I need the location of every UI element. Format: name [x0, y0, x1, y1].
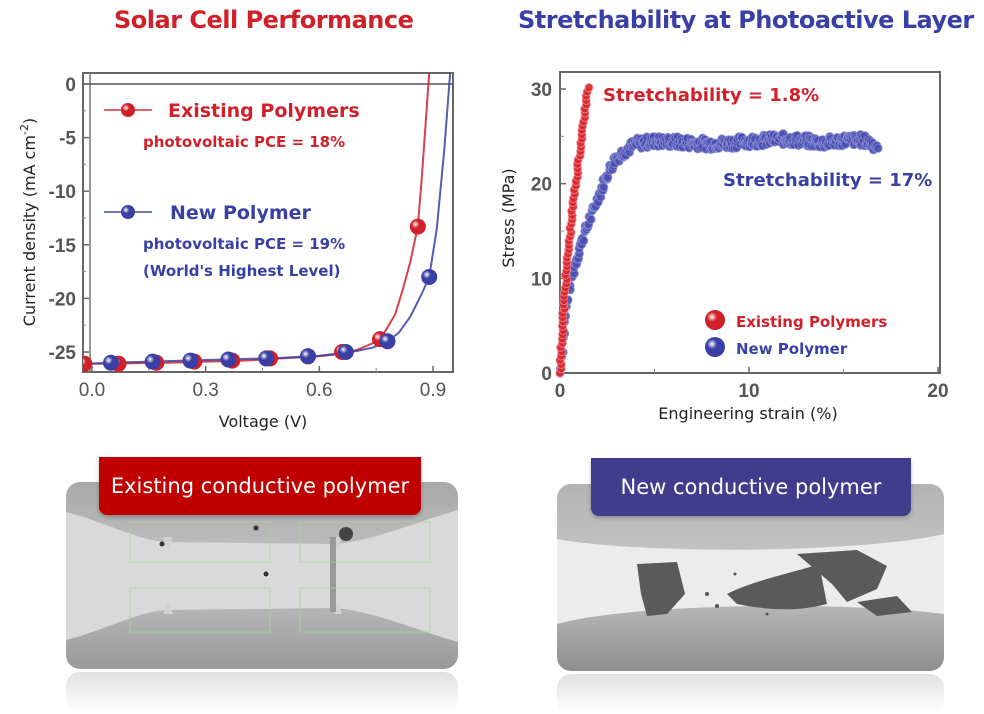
stress-strain-chart: 0 10 20 30 0 10 20 Engineering strain (%) Stress…: [499, 71, 949, 423]
new-photo-reflection: [557, 674, 944, 714]
existing-polymer-banner: Existing conductive polymer: [99, 457, 421, 515]
data-point-new: [299, 348, 316, 365]
legend-label-new: New Polymer: [736, 340, 848, 358]
data-point-new: [421, 268, 438, 285]
y-tick-label: 0: [65, 75, 76, 96]
legend-marker-new: [705, 337, 725, 357]
data-point-new: [182, 352, 199, 369]
data-point-new: [102, 354, 119, 371]
stretchability-title: Stretchability at Photoactive Layer: [518, 6, 974, 34]
data-point-existing: [584, 83, 594, 92]
data-point-new: [599, 182, 609, 192]
data-point-existing: [409, 218, 426, 235]
y-tick-label: -20: [49, 289, 76, 310]
stretchability-existing-label: Stretchability = 1.8%: [603, 85, 819, 106]
x-tick-label: 0.0: [79, 380, 105, 401]
pce-annotation: photovoltaic PCE = 19%: [143, 235, 345, 253]
data-point-new: [579, 236, 589, 246]
data-point-new: [586, 214, 596, 225]
data-point-new: [873, 143, 883, 153]
data-point-existing: [83, 355, 93, 372]
data-point-new: [220, 351, 237, 368]
y-axis-label: Stress (MPa): [499, 168, 518, 267]
data-point-new: [144, 353, 161, 370]
pce-annotation: photovoltaic PCE = 18%: [143, 133, 345, 151]
x-tick-label: 20: [927, 381, 948, 402]
series-existing-polymers: [555, 83, 594, 378]
x-tick-label: 10: [738, 381, 759, 402]
data-point-new: [258, 350, 275, 367]
x-tick-label: 0.3: [192, 380, 218, 401]
existing-photo-reflection: [66, 672, 458, 712]
legend-label-existing: Existing Polymers: [736, 313, 887, 331]
pce-note: (World's Highest Level): [143, 262, 340, 280]
jv-curve-chart: 0 -5 -10 -15 -20 -250.0 0.3 0.6 0.9 Voltage (V) Cu…: [18, 72, 454, 431]
solar-cell-title: Solar Cell Performance: [114, 6, 414, 34]
stretchability-new-label: Stretchability = 17%: [723, 170, 932, 191]
y-tick-label: -25: [49, 343, 77, 364]
legend-marker: [121, 103, 135, 117]
plot-frame: [559, 71, 941, 374]
data-point-new: [379, 333, 396, 350]
y-tick-label: 0: [541, 364, 552, 385]
plot-frame: [82, 72, 454, 373]
legend-marker: [121, 205, 135, 219]
x-tick-label: 0.9: [420, 380, 446, 401]
y-tick-label: 30: [531, 80, 552, 101]
legend-label: Existing Polymers: [168, 100, 360, 122]
x-tick-label: 0.6: [306, 380, 332, 401]
legend-marker-existing: [705, 310, 725, 330]
y-tick-label: -10: [49, 182, 76, 203]
legend-label: New Polymer: [170, 202, 312, 224]
y-tick-label: -5: [59, 129, 76, 150]
y-axis-label: Current density (mA cm-2): [18, 118, 39, 326]
y-tick-label: 10: [531, 269, 552, 290]
x-axis-label: Voltage (V): [219, 412, 308, 431]
y-tick-label: -15: [49, 236, 77, 257]
data-point-new: [337, 344, 354, 360]
x-tick-label: 0: [555, 381, 566, 402]
y-tick-label: 20: [531, 175, 552, 196]
x-axis-label: Engineering strain (%): [658, 404, 837, 423]
new-polymer-banner: New conductive polymer: [591, 458, 911, 516]
